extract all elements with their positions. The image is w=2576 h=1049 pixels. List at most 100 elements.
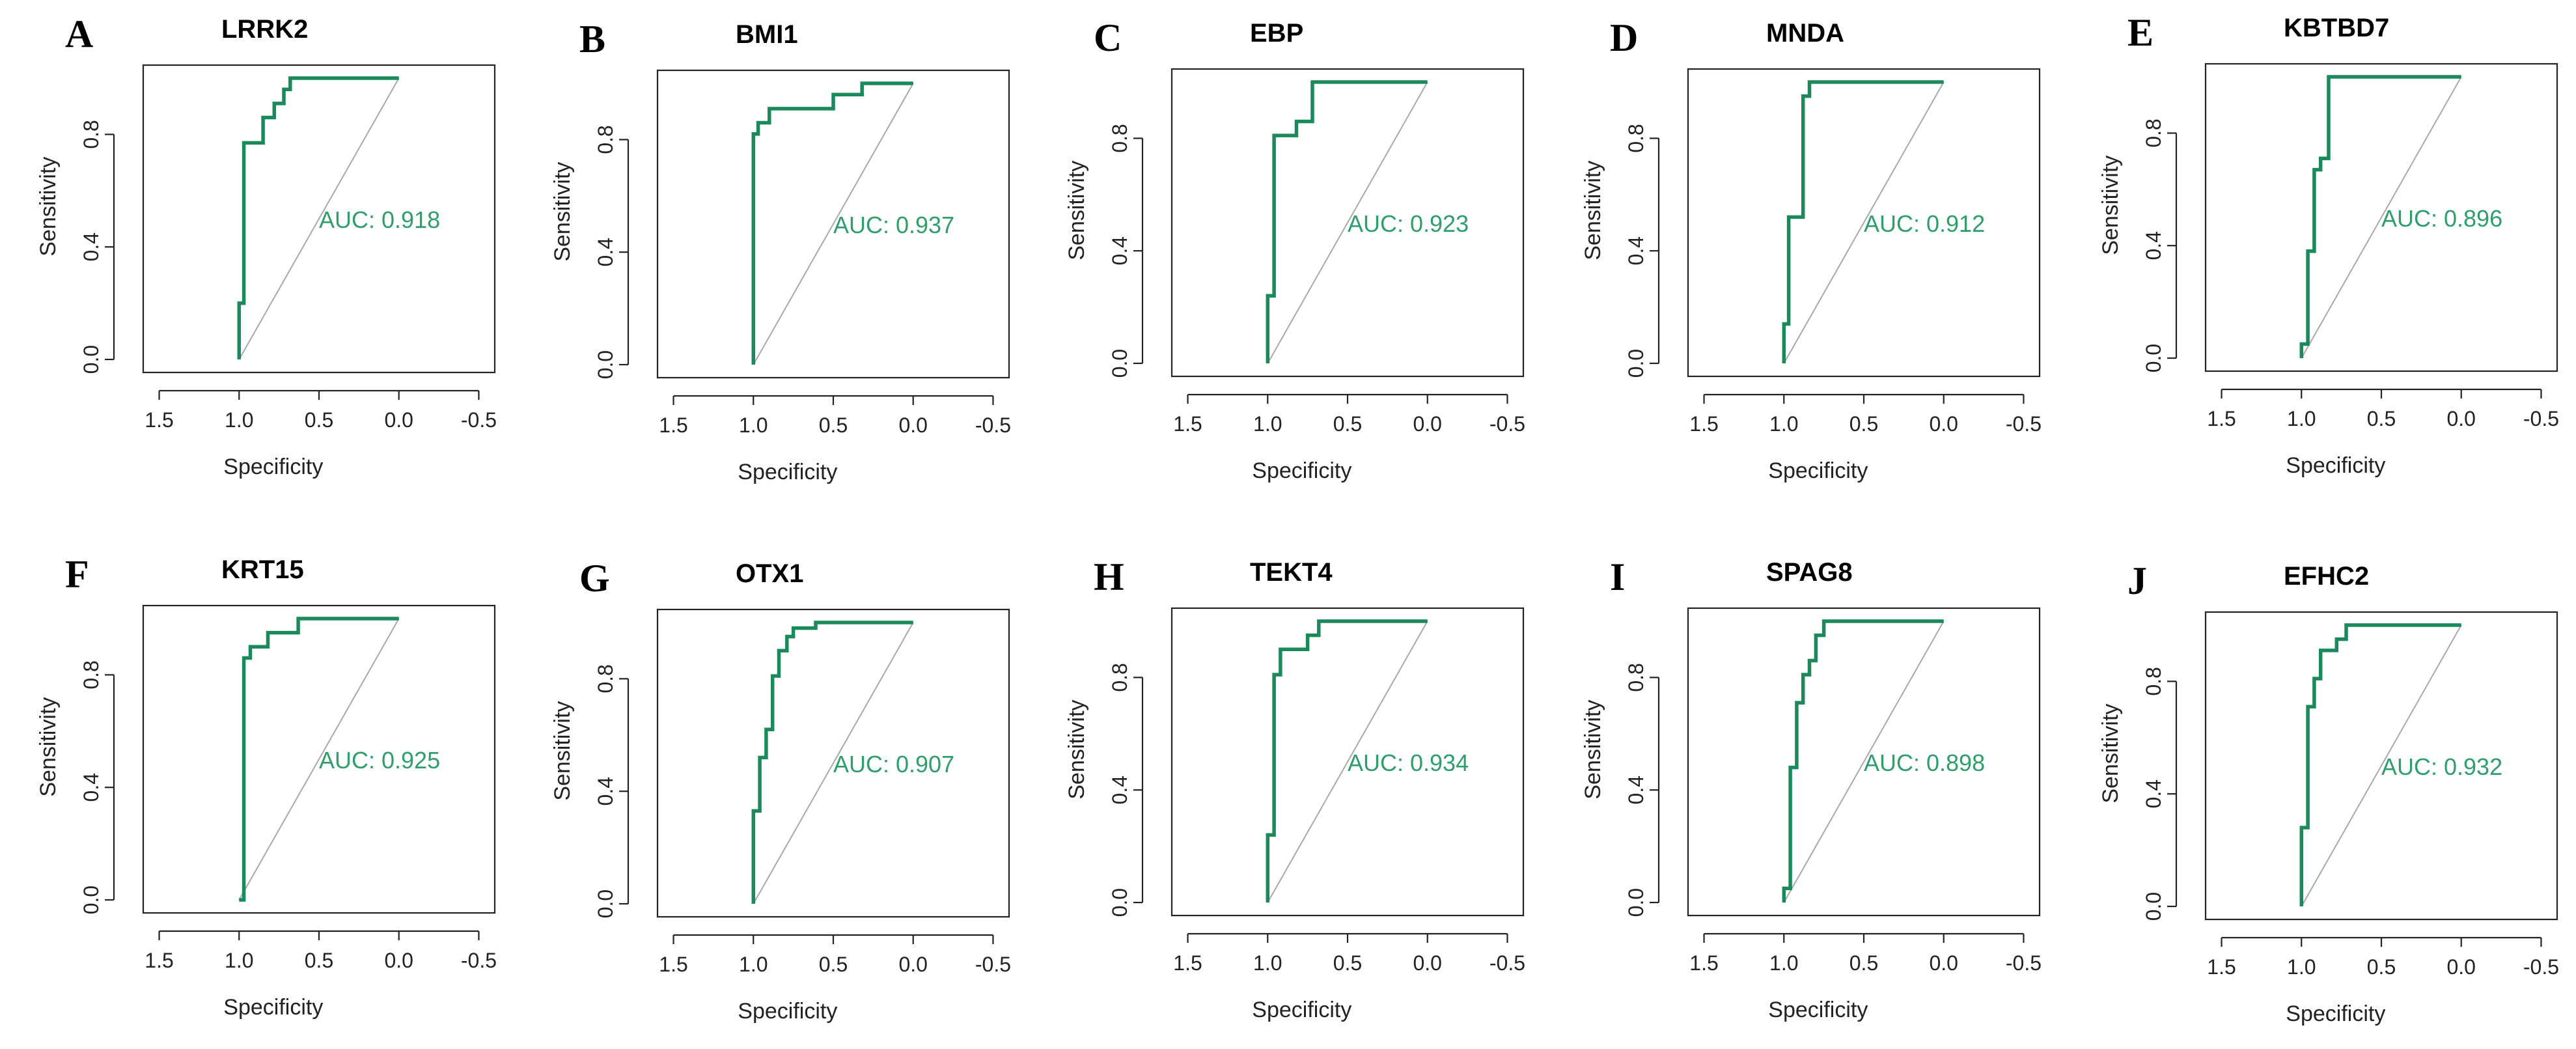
x-tick-label: 0.5: [305, 949, 333, 972]
y-axis-label: Sensitivity: [36, 157, 61, 257]
panel-f: F KRT15 0.0 0.4 0.8 1.5 1.0 0.5 0.0 -0.5 Specifici…: [36, 553, 497, 1020]
x-tick-label: 1.5: [145, 408, 173, 432]
y-tick-label: 0.8: [594, 664, 617, 693]
panel-title: OTX1: [736, 559, 803, 588]
x-tick-label: 0.5: [1849, 412, 1878, 436]
y-tick-label: 0.4: [594, 238, 617, 266]
y-tick-label: 0.4: [1624, 776, 1648, 804]
plot-frame: [1687, 68, 2041, 378]
panel-title: SPAG8: [1766, 558, 1853, 587]
panel-letter: F: [65, 553, 89, 596]
chance-diagonal: [2301, 76, 2462, 359]
plot-frame: [2204, 63, 2558, 372]
auc-label: AUC: 0.923: [1348, 210, 1469, 237]
x-tick-label: 1.5: [659, 413, 687, 437]
panel-letter: H: [1094, 555, 1124, 598]
y-axis-label: Sensitivity: [1581, 161, 1605, 260]
plot-frame: [656, 69, 1010, 379]
y-tick-label: 0.4: [1108, 236, 1131, 265]
x-axis-label: Specificity: [1768, 458, 1868, 483]
x-tick-label: 0.0: [1929, 951, 1958, 975]
plot-frame: [656, 608, 1010, 918]
chance-diagonal: [238, 77, 400, 360]
chance-diagonal: [1267, 621, 1428, 903]
y-tick-label: 0.0: [1108, 888, 1131, 917]
x-tick-label: 0.0: [1413, 412, 1441, 436]
panel-letter: E: [2127, 11, 2154, 54]
chance-diagonal: [2301, 624, 2462, 907]
y-tick-label: 0.4: [79, 773, 103, 802]
panel-letter: C: [1094, 16, 1122, 59]
y-tick-label: 0.8: [1624, 663, 1648, 692]
x-tick-label: -0.5: [2523, 955, 2559, 979]
panel-b: B BMI1 0.0 0.4 0.8 1.5 1.0 0.5 0.0 -0.5 Specificit…: [550, 18, 1011, 484]
plot-frame: [1170, 68, 1525, 378]
plot-frame: [1687, 607, 2041, 917]
panel-title: KBTBD7: [2284, 14, 2389, 42]
x-tick-label: -0.5: [975, 953, 1011, 976]
y-tick-label: 0.0: [79, 886, 103, 914]
panel-a: A LRRK2 0.0 0.4 0.8 1.5 1.0 0.5 0.0 -0.5 Specifici…: [36, 12, 497, 479]
panel-letter: A: [65, 12, 93, 55]
x-tick-label: 1.0: [1769, 951, 1798, 975]
y-axis-label: Sensitivity: [1064, 700, 1089, 800]
x-tick-label: 0.0: [1413, 951, 1441, 975]
panel-title: EFHC2: [2284, 562, 2369, 591]
roc-curve-j: [2299, 623, 2461, 906]
panel-title: KRT15: [221, 555, 304, 584]
panel-i: I SPAG8 0.0 0.4 0.8 1.5 1.0 0.5 0.0 -0.5 Specifici…: [1581, 555, 2042, 1022]
y-tick-label: 0.8: [2142, 119, 2165, 147]
x-tick-label: 0.5: [2367, 407, 2396, 430]
x-tick-label: 0.5: [819, 413, 848, 437]
y-tick-label: 0.8: [79, 660, 103, 689]
x-tick-label: -0.5: [461, 949, 497, 972]
x-tick-label: 1.0: [225, 949, 253, 972]
x-tick-label: 0.0: [898, 953, 927, 976]
x-tick-label: 1.0: [1769, 412, 1798, 436]
roc-curve-b: [751, 81, 913, 365]
x-tick-label: -0.5: [2523, 407, 2559, 430]
chance-diagonal: [1783, 81, 1945, 364]
x-tick-label: 0.0: [2446, 955, 2475, 979]
x-tick-label: -0.5: [975, 413, 1011, 437]
auc-label: AUC: 0.934: [1348, 749, 1469, 776]
x-tick-label: 1.5: [1689, 951, 1718, 975]
x-axis-label: Specificity: [1252, 998, 1351, 1022]
y-tick-label: 0.0: [79, 345, 103, 374]
roc-curve-c: [1266, 80, 1428, 363]
x-tick-label: -0.5: [1489, 951, 1525, 975]
x-axis-label: Specificity: [223, 995, 323, 1020]
y-tick-label: 0.4: [2142, 779, 2165, 808]
x-tick-label: 1.5: [1173, 951, 1202, 975]
x-tick-label: 0.5: [1333, 951, 1362, 975]
x-tick-label: 1.5: [2207, 955, 2236, 979]
x-tick-label: 1.0: [1253, 412, 1282, 436]
x-tick-label: -0.5: [2006, 412, 2042, 436]
y-tick-label: 0.4: [1108, 776, 1131, 804]
x-tick-label: 0.0: [384, 408, 413, 432]
roc-curve-a: [237, 76, 399, 359]
x-tick-label: 1.0: [2287, 407, 2316, 430]
x-tick-label: 0.5: [2367, 955, 2396, 979]
roc-curve-h: [1266, 619, 1428, 902]
x-tick-label: 1.5: [659, 953, 687, 976]
x-axis-label: Specificity: [1252, 458, 1351, 483]
roc-curve-d: [1782, 80, 1944, 363]
panel-title: LRRK2: [221, 15, 308, 44]
x-tick-label: 0.5: [819, 953, 848, 976]
y-tick-label: 0.4: [594, 777, 617, 805]
chance-diagonal: [238, 618, 400, 901]
x-tick-label: 1.5: [1689, 412, 1718, 436]
chance-diagonal: [753, 83, 914, 365]
x-axis-label: Specificity: [738, 999, 837, 1024]
y-tick-label: 0.4: [1624, 236, 1648, 265]
x-tick-label: 0.0: [898, 413, 927, 437]
auc-label: AUC: 0.907: [833, 751, 954, 777]
x-tick-label: -0.5: [461, 408, 497, 432]
x-tick-label: 1.0: [739, 413, 768, 437]
y-tick-label: 0.0: [1108, 349, 1131, 378]
panel-letter: J: [2127, 559, 2147, 602]
x-tick-label: 0.0: [1929, 412, 1958, 436]
auc-label: AUC: 0.896: [2381, 205, 2502, 232]
